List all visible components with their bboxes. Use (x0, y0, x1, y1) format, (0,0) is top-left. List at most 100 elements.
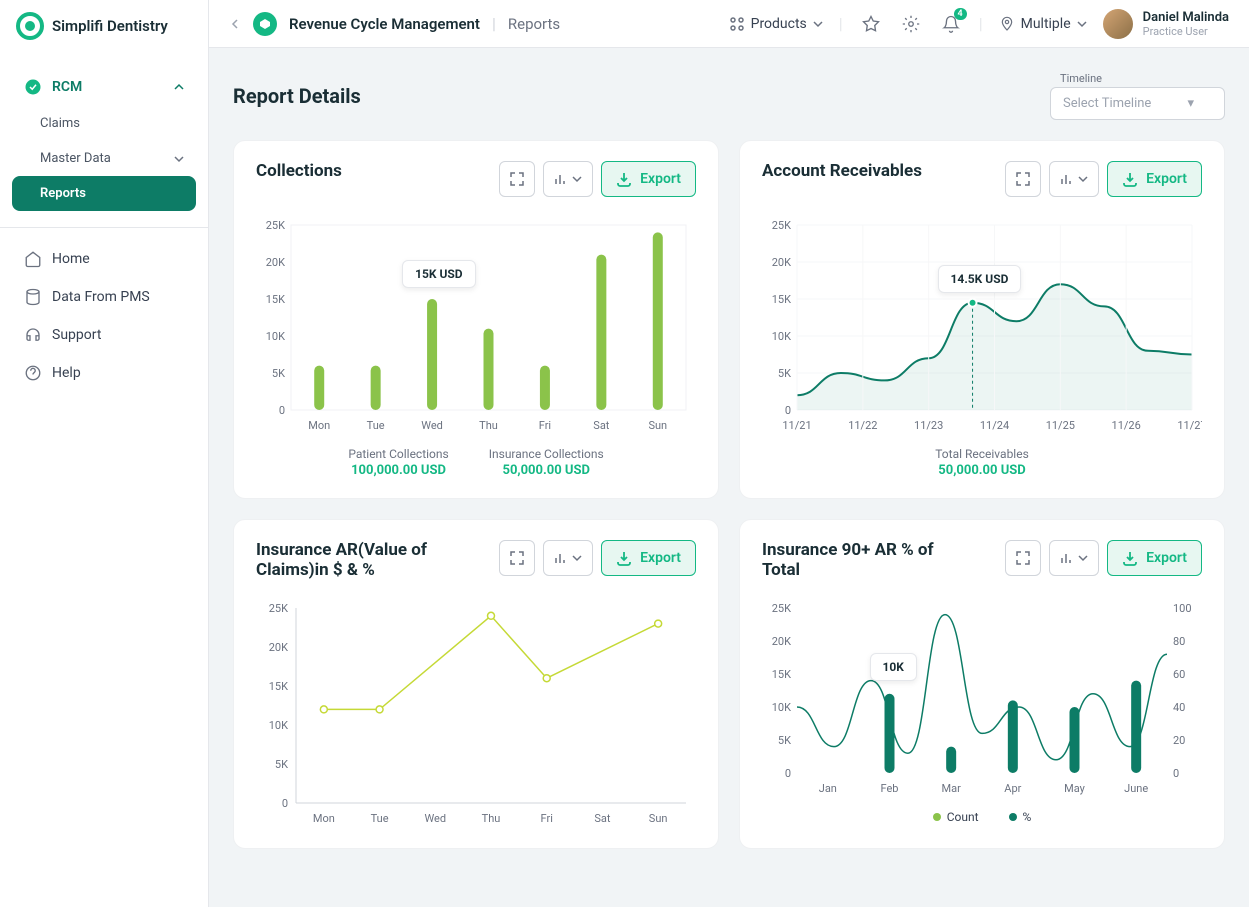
stat-label: Patient Collections (348, 447, 448, 461)
svg-text:Mon: Mon (313, 812, 335, 825)
download-icon (616, 550, 632, 566)
svg-text:Mon: Mon (308, 419, 330, 432)
location-menu[interactable]: Multiple (999, 16, 1087, 32)
svg-text:25K: 25K (269, 602, 288, 615)
svg-text:25K: 25K (772, 219, 791, 232)
brand-name: Simplifi Dentistry (52, 17, 168, 35)
expand-button[interactable] (499, 161, 535, 197)
star-button[interactable] (859, 12, 883, 36)
sidebar-item-data-pms[interactable]: Data From PMS (12, 278, 196, 316)
chart-type-button[interactable] (543, 161, 593, 197)
svg-text:June: June (1124, 782, 1148, 795)
user-name: Daniel Malinda (1143, 10, 1229, 25)
svg-text:11/26: 11/26 (1112, 419, 1141, 432)
chart-type-button[interactable] (1049, 540, 1099, 576)
expand-icon (1015, 550, 1031, 566)
download-icon (1122, 550, 1138, 566)
svg-text:Fri: Fri (539, 419, 551, 432)
chevron-down-icon (1078, 553, 1088, 563)
svg-text:Thu: Thu (482, 812, 501, 825)
export-button[interactable]: Export (601, 161, 696, 197)
timeline-select[interactable]: Select Timeline▾ (1050, 87, 1225, 120)
products-menu[interactable]: Products (729, 16, 823, 32)
svg-text:Thu: Thu (479, 419, 498, 432)
user-role: Practice User (1143, 25, 1229, 38)
star-icon (862, 15, 880, 33)
collapse-icon[interactable] (229, 18, 241, 30)
svg-text:5K: 5K (272, 367, 285, 380)
export-button[interactable]: Export (1107, 161, 1202, 197)
expand-icon (509, 550, 525, 566)
insurance-90-chart: 25K20K15K10K5K0100806040200JanFebMarAprM… (762, 598, 1202, 798)
svg-text:100: 100 (1173, 602, 1192, 615)
svg-text:10K: 10K (266, 330, 285, 343)
card-title: Insurance AR(Value of Claims)in $ & % (256, 540, 456, 580)
svg-text:11/25: 11/25 (1046, 419, 1075, 432)
module-icon (253, 12, 277, 36)
settings-button[interactable] (899, 12, 923, 36)
sidebar-item-claims[interactable]: Claims (12, 106, 196, 141)
notifications-button[interactable]: 4 (939, 12, 963, 36)
svg-text:Sun: Sun (648, 419, 667, 432)
sidebar-item-help[interactable]: Help (12, 354, 196, 392)
card-collections: Collections Export 25K20K15K10K5K0MonTue… (233, 140, 719, 499)
svg-text:0: 0 (785, 767, 791, 780)
help-icon (24, 364, 42, 382)
svg-text:Tue: Tue (367, 419, 385, 432)
pin-icon (999, 16, 1015, 32)
chevron-down-icon (1077, 19, 1087, 29)
breadcrumb: Revenue Cycle Management | Reports (229, 12, 713, 36)
svg-text:Jan: Jan (819, 782, 837, 795)
svg-text:20K: 20K (772, 635, 791, 648)
sidebar-item-master-data[interactable]: Master Data (12, 141, 196, 176)
expand-button[interactable] (1005, 540, 1041, 576)
sidebar-item-support[interactable]: Support (12, 316, 196, 354)
sidebar-item-reports[interactable]: Reports (12, 176, 196, 211)
card-receivables: Account Receivables Export 25K20K15K10K5… (739, 140, 1225, 499)
svg-text:Wed: Wed (424, 812, 446, 825)
svg-text:Sat: Sat (594, 812, 611, 825)
chevron-down-icon (1078, 174, 1088, 184)
home-icon (24, 250, 42, 268)
stat-value: 100,000.00 USD (348, 463, 448, 478)
svg-text:Wed: Wed (421, 419, 443, 432)
bar-chart-icon (554, 172, 568, 186)
svg-text:25K: 25K (266, 219, 285, 232)
svg-text:Feb: Feb (881, 782, 899, 795)
svg-text:80: 80 (1173, 635, 1185, 648)
card-insurance-90: Insurance 90+ AR % of Total Export 25K20… (739, 519, 1225, 849)
svg-text:5K: 5K (778, 367, 791, 380)
export-button[interactable]: Export (601, 540, 696, 576)
insurance-ar-chart: 25K20K15K10K5K0MonTueWedThuFriSatSun (256, 598, 696, 828)
receivables-chart: 25K20K15K10K5K011/2111/2211/2311/2411/25… (762, 215, 1202, 435)
svg-text:11/23: 11/23 (914, 419, 943, 432)
svg-text:0: 0 (279, 404, 285, 417)
svg-text:11/22: 11/22 (848, 419, 877, 432)
card-title: Account Receivables (762, 161, 922, 181)
svg-text:0: 0 (1173, 767, 1179, 780)
chevron-up-icon (174, 82, 184, 92)
bar-chart-icon (1060, 172, 1074, 186)
breadcrumb-sub: Reports (508, 15, 560, 33)
stat-value: 50,000.00 USD (489, 463, 604, 478)
svg-text:0: 0 (282, 797, 288, 810)
timeline-label: Timeline (1060, 72, 1225, 85)
svg-text:10K: 10K (772, 330, 791, 343)
stat-label: Total Receivables (935, 447, 1029, 461)
svg-text:Tue: Tue (371, 812, 389, 825)
chart-type-button[interactable] (1049, 161, 1099, 197)
expand-button[interactable] (499, 540, 535, 576)
svg-text:10K: 10K (772, 701, 791, 714)
expand-icon (1015, 171, 1031, 187)
expand-button[interactable] (1005, 161, 1041, 197)
user-menu[interactable]: Daniel MalindaPractice User (1103, 9, 1229, 39)
svg-text:11/24: 11/24 (980, 419, 1009, 432)
svg-text:20: 20 (1173, 734, 1185, 747)
export-button[interactable]: Export (1107, 540, 1202, 576)
stat-value: 50,000.00 USD (935, 463, 1029, 478)
sidebar-item-home[interactable]: Home (12, 240, 196, 278)
chevron-down-icon (813, 19, 823, 29)
chart-type-button[interactable] (543, 540, 593, 576)
collections-chart: 25K20K15K10K5K0MonTueWedThuFriSatSun15K … (256, 215, 696, 435)
sidebar-section-rcm[interactable]: RCM (12, 68, 196, 106)
